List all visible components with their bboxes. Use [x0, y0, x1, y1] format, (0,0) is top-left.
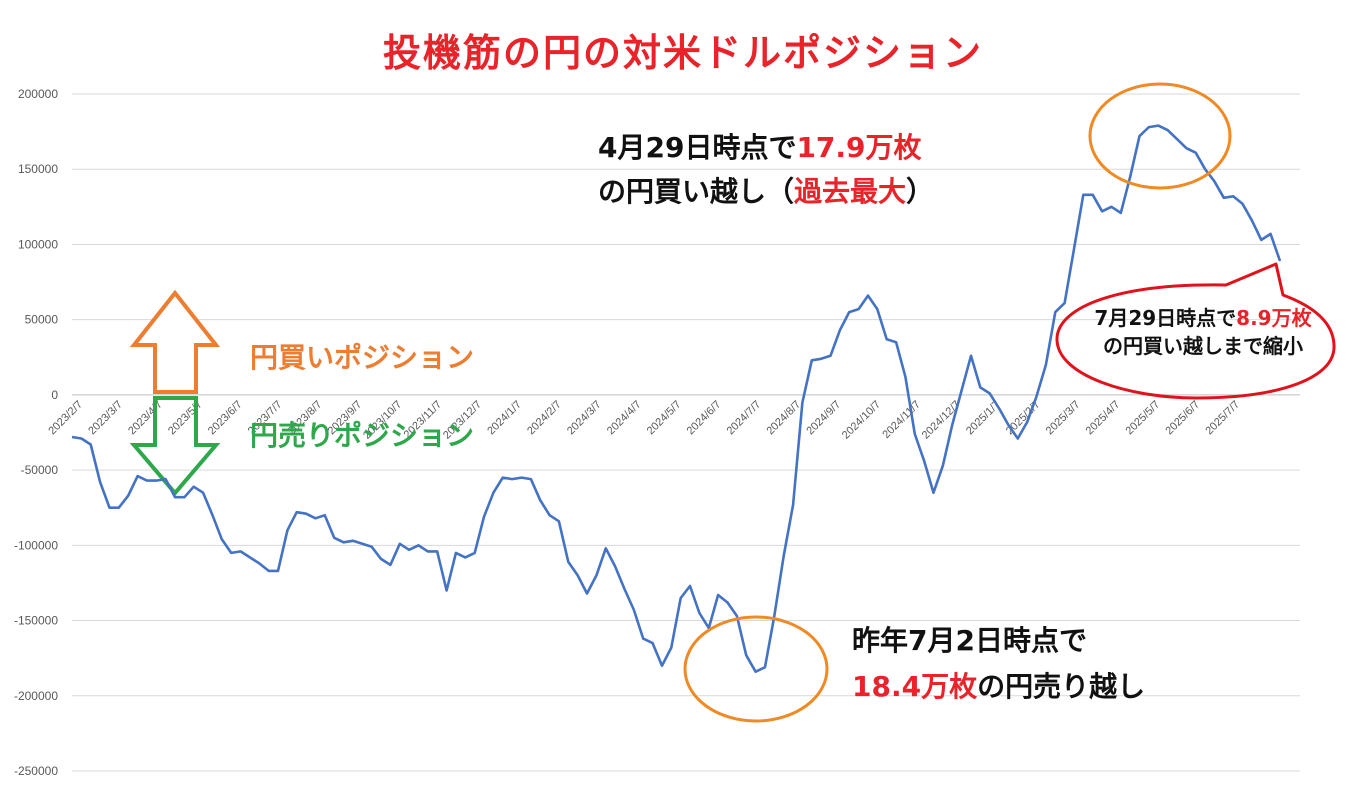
y-tick-label: -250000 — [14, 764, 58, 778]
x-axis-tick-labels: 2023/2/7 2023/3/7 2023/4/7 2023/5/7 2023/6/7… — [46, 399, 1242, 442]
x-tick-label: 2024/5/7 — [645, 399, 684, 438]
sell-arrow-icon — [129, 396, 221, 497]
peak-value-text: 17.9万枚 — [796, 131, 922, 164]
x-tick-label: 2025/3/7 — [1044, 399, 1083, 438]
x-tick-label: 2024/1/7 — [485, 399, 524, 438]
buy-position-label: 円買いポジション — [250, 341, 475, 374]
x-tick-label: 2024/8/7 — [764, 399, 803, 438]
x-tick-label: 2025/7/7 — [1203, 399, 1242, 438]
series-line-group — [71, 124, 1282, 673]
peak-highlight-ellipse — [1088, 82, 1232, 190]
y-tick-label: 50000 — [25, 313, 59, 327]
y-tick-label: -200000 — [14, 689, 58, 703]
x-tick-label: 2025/5/7 — [1124, 399, 1163, 438]
x-tick-label: 2024/11/7 — [880, 399, 923, 442]
y-tick-label: -50000 — [21, 463, 59, 477]
trough-annotation-line2: 18.4万枚の円売り越し — [852, 664, 1145, 710]
trough-date-text: 昨年7月2日時点で — [852, 624, 1087, 657]
x-tick-label: 2024/7/7 — [725, 399, 764, 438]
x-tick-label: 2024/6/7 — [685, 399, 724, 438]
latest-value-text: 8.9万枚 — [1236, 306, 1312, 330]
x-tick-label: 2025/6/7 — [1163, 399, 1202, 438]
peak-annotation-line1: 4月29日時点で17.9万枚 — [598, 126, 934, 170]
series-line — [71, 124, 1282, 673]
y-tick-label: 200000 — [18, 87, 58, 101]
peak-desc-text: の円買い越し（ — [598, 175, 795, 208]
trough-highlight-ellipse — [683, 615, 829, 723]
peak-annotation: 4月29日時点で17.9万枚 の円買い越し（過去最大） — [598, 126, 934, 214]
x-tick-label: 2024/2/7 — [525, 399, 564, 438]
peak-date-text: 4月29日時点で — [598, 131, 797, 164]
y-tick-label: 150000 — [18, 162, 58, 176]
trough-value-text: 18.4万枚 — [852, 670, 978, 703]
peak-close-paren: ） — [906, 175, 935, 208]
chart-title: 投機筋の円の対米ドルポジション — [382, 31, 983, 75]
x-tick-label: 2024/3/7 — [565, 399, 604, 438]
y-axis-tick-labels: 200000 150000 100000 50000 0 -50000 -100000 -15… — [14, 87, 58, 778]
y-tick-label: -100000 — [14, 538, 58, 552]
x-tick-label: 2023/6/7 — [206, 399, 245, 438]
x-tick-label: 2024/10/7 — [840, 399, 883, 442]
x-tick-label: 2023/2/7 — [46, 399, 85, 438]
peak-annotation-line2: の円買い越し（過去最大） — [598, 170, 934, 214]
sell-position-label: 円売りポジション — [250, 419, 475, 452]
y-tick-label: 0 — [51, 388, 58, 402]
y-tick-label: -150000 — [14, 614, 58, 628]
buy-arrow-icon — [129, 289, 221, 394]
latest-desc-text: の円買い越しまで縮小 — [1103, 334, 1303, 358]
latest-callout-bubble — [1055, 262, 1336, 400]
latest-date-text: 7月29日時点で — [1094, 306, 1237, 330]
peak-record-text: 過去最大 — [794, 175, 907, 208]
y-tick-label: 100000 — [18, 237, 58, 251]
trough-annotation: 昨年7月2日時点で 18.4万枚の円売り越し — [852, 618, 1145, 710]
x-tick-label: 2023/3/7 — [86, 399, 125, 438]
trough-desc-text: の円売り越し — [977, 670, 1146, 703]
x-tick-label: 2024/4/7 — [605, 399, 644, 438]
x-tick-label: 2024/9/7 — [804, 399, 843, 438]
gridlines — [72, 93, 1300, 772]
latest-annotation: 7月29日時点で8.9万枚 の円買い越しまで縮小 — [1072, 304, 1334, 360]
x-tick-label: 2025/4/7 — [1084, 399, 1123, 438]
latest-annotation-line1: 7月29日時点で8.9万枚 — [1072, 304, 1334, 332]
